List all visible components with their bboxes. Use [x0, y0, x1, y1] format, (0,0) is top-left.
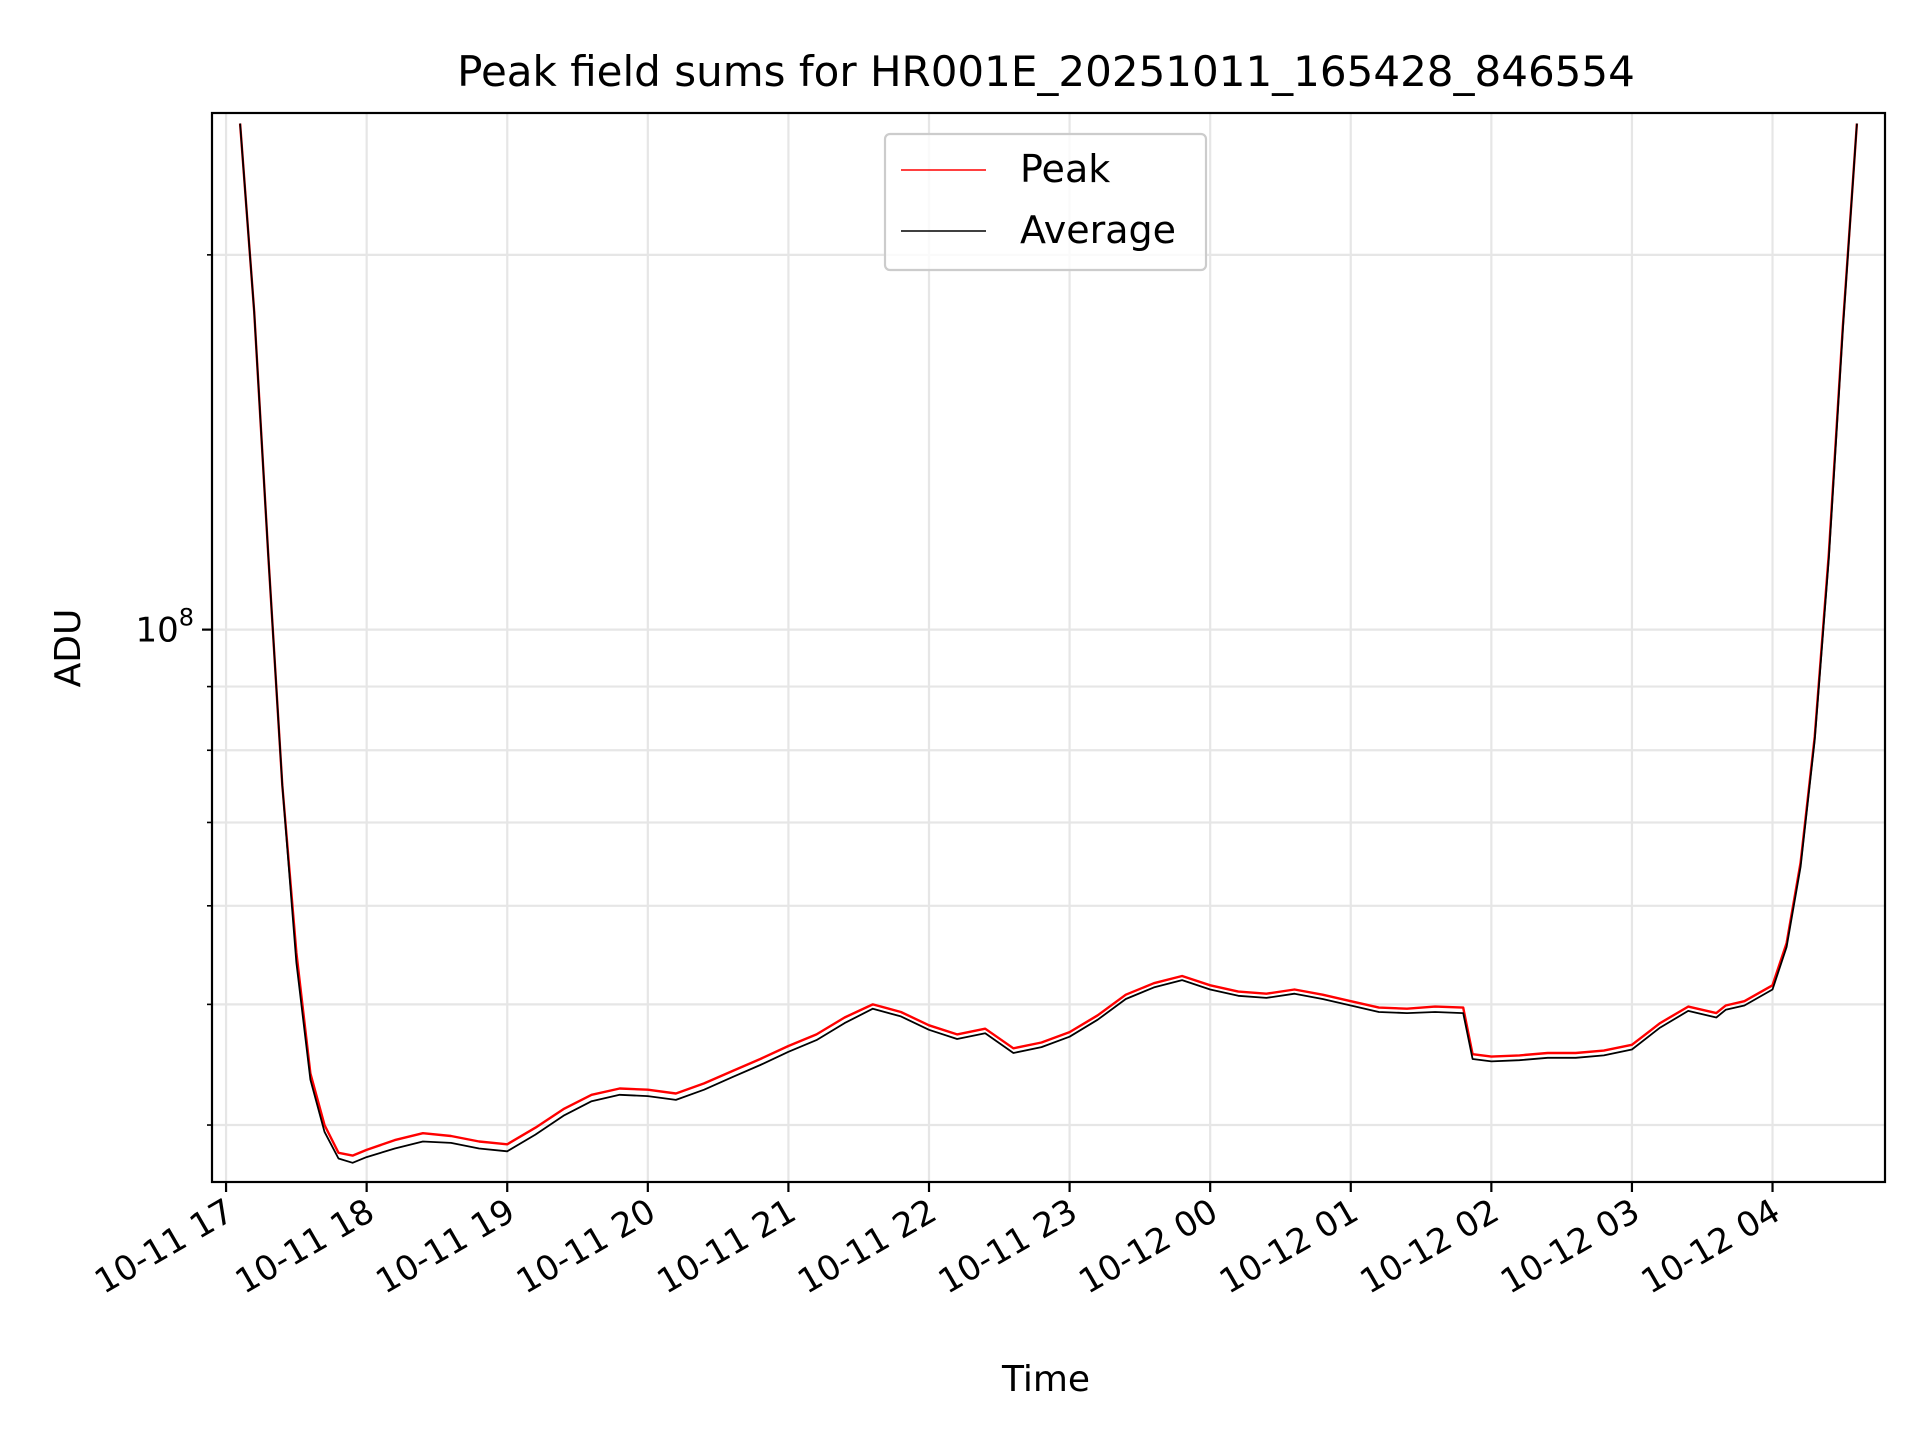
x-tick-label: 10-12 01: [1213, 1191, 1365, 1302]
x-tick-label: 10-11 22: [791, 1191, 943, 1302]
series-line-peak: [238, 123, 1859, 1157]
x-tick-label: 10-11 23: [932, 1191, 1084, 1302]
plot-frame: [210, 111, 1887, 1184]
y-tick-label: 108: [135, 604, 194, 651]
x-tick-label: 10-12 03: [1494, 1191, 1646, 1302]
x-tick-label: 10-12 00: [1072, 1191, 1224, 1302]
x-tick-label: 10-11 18: [229, 1191, 381, 1302]
legend-label-average: Average: [1020, 208, 1176, 252]
x-tick-label: 10-12 02: [1353, 1191, 1505, 1302]
series-layer: [238, 123, 1859, 1164]
grid: [212, 113, 1885, 1182]
x-tick-label: 10-11 21: [651, 1191, 803, 1302]
x-tick-label: 10-12 04: [1635, 1191, 1787, 1302]
series-line-average: [239, 123, 1858, 1164]
y-axis-label: ADU: [48, 609, 89, 688]
legend-label-peak: Peak: [1020, 147, 1110, 191]
x-tick-label: 10-11 19: [369, 1191, 521, 1302]
x-tick-label: 10-11 20: [510, 1191, 662, 1302]
chart-title: Peak field sums for HR001E_20251011_1654…: [457, 47, 1635, 96]
legend: Peak Average: [883, 132, 1208, 272]
x-tick-label: 10-11 17: [88, 1191, 240, 1302]
x-axis-label: Time: [1001, 1359, 1090, 1400]
legend-box: [883, 132, 1208, 272]
